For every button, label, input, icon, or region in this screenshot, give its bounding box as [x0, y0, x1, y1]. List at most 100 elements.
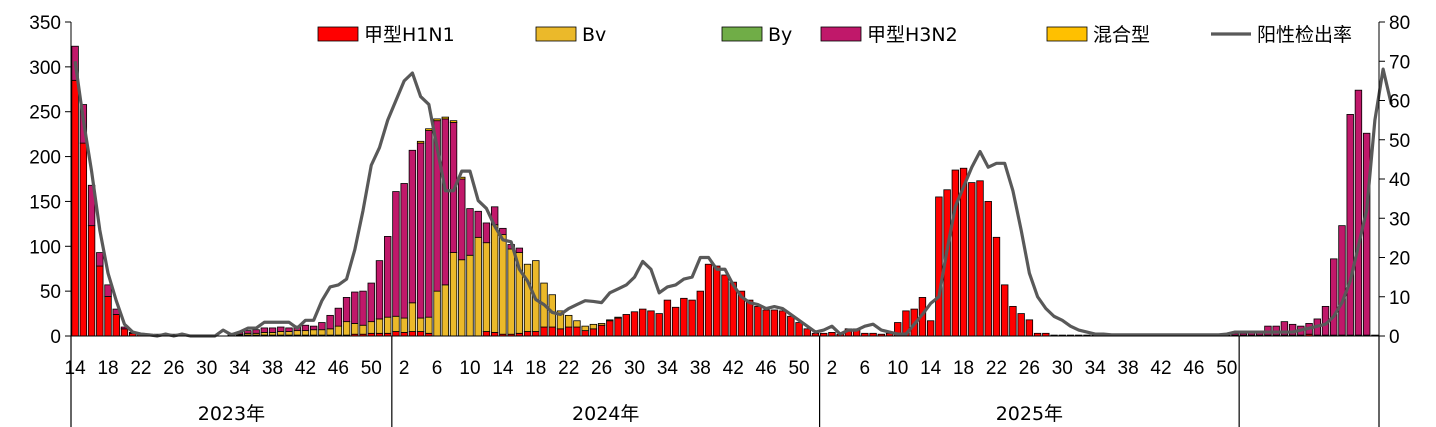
- bar-1-61: [573, 320, 581, 328]
- x-tick-label-1-4: 18: [525, 358, 546, 379]
- x-tick-label-1-8: 34: [657, 358, 679, 379]
- y-tick-label-2: 100: [29, 237, 61, 258]
- bar-0-68: [630, 311, 639, 337]
- bar-3-156: [1354, 89, 1363, 336]
- bar-1-35: [359, 324, 367, 335]
- x-tick-label-0-8: 46: [328, 358, 349, 379]
- year-label-0: 2023年: [198, 403, 265, 425]
- bar-1-62: [581, 325, 589, 332]
- bar-0-77: [704, 263, 713, 337]
- x-tick-label-0-1: 18: [97, 358, 118, 379]
- y2-tick-label-1: 10: [1389, 288, 1410, 309]
- bar-3-48: [466, 208, 474, 256]
- bar-3-157: [1362, 132, 1371, 336]
- bar-3-50: [482, 222, 491, 244]
- year-label-1: 2024年: [572, 403, 639, 425]
- y-tick-label-6: 300: [29, 58, 61, 79]
- bar-1-53: [507, 248, 515, 335]
- x-tick-label-2-3: 14: [920, 358, 942, 379]
- bar-0-51: [490, 332, 499, 337]
- y-tick-label-3: 150: [29, 192, 61, 213]
- bar-3-22: [252, 329, 260, 334]
- bar-1-28: [301, 330, 310, 336]
- bar-0-64: [597, 324, 606, 337]
- bar-3-154: [1338, 225, 1346, 336]
- bar-1-43: [425, 316, 433, 334]
- x-tick-label-0-3: 26: [163, 358, 184, 379]
- bar-0-76: [696, 290, 705, 337]
- legend-swatch-2: [721, 26, 763, 42]
- bar-3-4: [104, 284, 112, 297]
- bar-0-60: [565, 326, 573, 337]
- x-tick-label-1-11: 46: [756, 358, 777, 379]
- bar-3-43: [425, 130, 433, 318]
- x-tick-label-0-5: 34: [229, 358, 251, 379]
- bar-1-32: [334, 325, 343, 336]
- bar-1-49: [474, 236, 482, 337]
- y2-tick-label-6: 60: [1389, 92, 1410, 113]
- y2-tick-label-4: 40: [1389, 170, 1410, 191]
- bar-1-30: [318, 329, 326, 336]
- bar-0-115: [1017, 313, 1025, 337]
- bar-3-34: [351, 291, 359, 324]
- bar-0-78: [713, 265, 721, 337]
- legend-label-1: Bv: [582, 24, 606, 46]
- bar-1-38: [384, 316, 392, 334]
- x-tick-label-1-12: 50: [788, 358, 809, 379]
- bar-0-75: [688, 299, 696, 337]
- bar-1-48: [466, 254, 474, 337]
- bar-3-38: [384, 236, 392, 318]
- y2-tick-label-7: 70: [1389, 52, 1410, 73]
- bar-3-24: [268, 327, 277, 333]
- bar-0-55: [523, 331, 532, 337]
- bar-3-41: [408, 149, 417, 304]
- bar-0-113: [1001, 284, 1009, 337]
- line-layer: [73, 61, 1393, 338]
- x-tick-label-2-1: 6: [860, 358, 871, 379]
- bar-3-33: [342, 297, 351, 323]
- bar-0-67: [622, 314, 630, 337]
- bar-0-74: [680, 297, 688, 337]
- x-tick-label-1-3: 14: [492, 358, 514, 379]
- bar-3-42: [416, 142, 425, 319]
- bar-0-3: [96, 265, 104, 337]
- bar-0-79: [721, 274, 729, 337]
- bar-0-88: [795, 322, 803, 337]
- bar-0-50: [482, 331, 491, 337]
- bar-1-64: [597, 323, 606, 326]
- bar-1-25: [277, 331, 285, 336]
- x-tick-label-2-11: 46: [1183, 358, 1204, 379]
- bar-3-39: [392, 191, 400, 317]
- bar-3-25: [277, 326, 285, 332]
- bar-0-65: [606, 320, 614, 337]
- bar-1-60: [565, 314, 573, 328]
- bar-3-54: [515, 247, 524, 253]
- y2-tick-label-0: 0: [1389, 327, 1400, 348]
- bar-1-65: [606, 319, 614, 322]
- bar-1-59: [556, 310, 565, 330]
- x-tick-label-1-6: 26: [591, 358, 612, 379]
- y-tick-label-7: 350: [29, 13, 61, 34]
- x-tick-label-2-9: 38: [1118, 358, 1139, 379]
- x-tick-label-2-12: 50: [1216, 358, 1237, 379]
- bar-0-6: [120, 328, 129, 337]
- bar-3-21: [244, 330, 252, 334]
- bar-0-110: [976, 180, 984, 337]
- legend-label-4: 混合型: [1093, 24, 1150, 46]
- axes-layer: 0501001502002503003500102030405060708014…: [29, 13, 1410, 427]
- bar-1-36: [367, 321, 375, 334]
- bar-0-1: [79, 142, 88, 337]
- bar-0-71: [655, 313, 663, 337]
- x-tick-label-0-6: 38: [262, 358, 283, 379]
- bar-0-41: [408, 331, 417, 337]
- bar-0-62: [581, 330, 589, 337]
- bar-1-46: [449, 252, 458, 337]
- x-tick-label-0-7: 42: [295, 358, 316, 379]
- bar-1-33: [342, 321, 351, 336]
- legend-label-0: 甲型H1N1: [364, 24, 455, 46]
- year-label-2: 2025年: [996, 403, 1063, 425]
- bar-1-45: [441, 284, 449, 337]
- x-tick-label-1-9: 38: [690, 358, 711, 379]
- x-tick-label-0-9: 50: [361, 358, 382, 379]
